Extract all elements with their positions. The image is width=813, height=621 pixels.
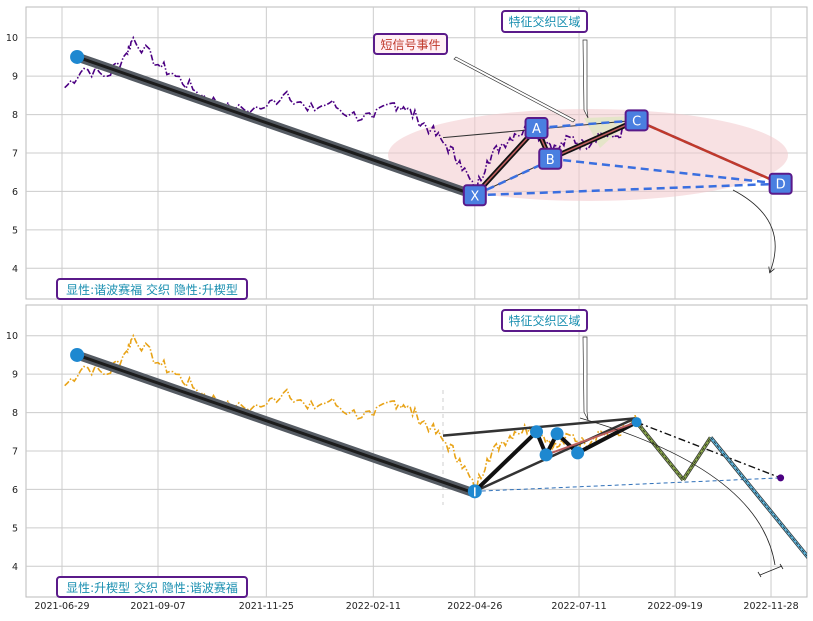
- y-tick-label: 9: [12, 370, 18, 381]
- top-panel: 4 5 6 7 8 9 10 X A B C D 短信号事件 特征交织区域 显性:谐波赛福 交织 隐…: [6, 6, 808, 300]
- x-tick-label: 2022-09-19: [647, 601, 702, 612]
- y-tick-label: 4: [12, 562, 18, 573]
- bottom-target-bracket: [757, 563, 784, 578]
- y-tick-label: 6: [12, 187, 18, 198]
- harmonic-solid-leg-highlight: [549, 119, 637, 160]
- feature-zone-pointer-top: [582, 39, 589, 119]
- harmonic-point-labels: X A B C D: [462, 109, 793, 207]
- y-tick-label: 5: [12, 523, 18, 534]
- bottom-panel-label: 显性:升楔型 交织 隐性:谐波赛福: [56, 576, 248, 598]
- x-tick-labels: 2021-06-29 2021-09-07 2021-11-25 2022-02-11…: [34, 601, 798, 612]
- top-panel-label: 显性:谐波赛福 交织 隐性:升楔型: [56, 278, 248, 300]
- harmonic-dashed-leg: [536, 119, 637, 130]
- harmonic-cd-leg: [636, 119, 782, 185]
- harmonic-point-label: D: [776, 178, 786, 193]
- wedge-zigzag-leg: [472, 429, 539, 494]
- x-tick-label: 2022-07-11: [551, 601, 606, 612]
- harmonic-point-box: [524, 117, 549, 140]
- harmonic-point-label: X: [470, 189, 479, 204]
- wedge-marker: [571, 446, 585, 460]
- harmonic-point-box: [538, 147, 563, 170]
- wedge-marker: [631, 417, 642, 428]
- bottom-grid: [26, 305, 807, 597]
- harmonic-point-label: C: [632, 114, 641, 129]
- short-signal-callout: 短信号事件: [373, 33, 448, 55]
- y-tick-label: 5: [12, 225, 18, 236]
- bottom-arc: [579, 417, 776, 566]
- bottom-panel-label-text: 显性:升楔型 交织 隐性:谐波赛福: [66, 580, 238, 595]
- x-tick-label: 2021-11-25: [239, 601, 294, 612]
- y-tick-label: 6: [12, 485, 18, 496]
- top-panel-label-box: [56, 278, 248, 300]
- y-tick-label: 8: [12, 110, 18, 121]
- feature-zone-box-top: [501, 10, 588, 33]
- wedge-marker: [539, 448, 553, 462]
- harmonic-solid-leg-highlight: [474, 127, 538, 196]
- top-start-marker: [70, 49, 85, 64]
- projection-lines: [635, 420, 807, 560]
- feature-zone-callout-bottom: 特征交织区域: [501, 309, 588, 332]
- harmonic-point-label: A: [532, 122, 541, 137]
- top-panel-label-text: 显性:谐波赛福 交织 隐性:升楔型: [66, 282, 238, 297]
- x-tick-label: 2022-02-11: [346, 601, 401, 612]
- wedge-markers: [467, 417, 642, 499]
- harmonic-point-box: [768, 172, 793, 195]
- y-tick-label: 9: [12, 72, 18, 83]
- feature-zone-label-top: 特征交织区域: [508, 14, 580, 29]
- x-tick-label: 2021-09-07: [130, 601, 185, 612]
- feature-zone-callout-top: 特征交织区域: [501, 10, 588, 33]
- feature-zone-pointer-bottom: [582, 336, 589, 421]
- wedge-red-leg: [545, 421, 637, 456]
- top-price-series: [64, 35, 638, 193]
- y-tick-label: 4: [12, 264, 18, 275]
- feature-zone-box-bottom: [501, 309, 588, 332]
- y-tick-label: 7: [12, 149, 18, 160]
- top-y-tick-labels: 4 5 6 7 8 9 10: [6, 33, 18, 275]
- x-tick-label: 2022-04-26: [447, 601, 502, 612]
- harmonic-point-label: B: [546, 153, 555, 168]
- projection-arrow: [732, 189, 776, 272]
- y-tick-label: 8: [12, 408, 18, 419]
- wedge-zigzag-leg: [575, 420, 639, 455]
- bottom-start-marker: [70, 347, 85, 362]
- bottom-price-series: [64, 333, 638, 491]
- bottom-end-point: [777, 474, 785, 482]
- x-tick-label: 2022-11-28: [743, 601, 798, 612]
- harmonic-point-box: [462, 184, 487, 207]
- short-signal-pointer: [453, 56, 576, 123]
- projection-leg-dots: [636, 421, 684, 481]
- y-tick-label: 10: [6, 33, 18, 44]
- y-tick-label: 10: [6, 331, 18, 342]
- top-pattern-line-core: [75, 55, 477, 197]
- wedge-marker: [530, 425, 544, 439]
- projection-leg: [709, 436, 807, 558]
- wedge-dashed-line: [474, 477, 781, 492]
- bottom-panel: 4 5 6 7 8 9 10 特征交织区域 显性:升楔型 交织 隐性:谐波赛福: [6, 304, 808, 598]
- feature-zone-label-bottom: 特征交织区域: [508, 313, 580, 328]
- x-tick-label: 2021-06-29: [34, 601, 89, 612]
- bottom-y-tick-labels: 4 5 6 7 8 9 10: [6, 331, 18, 573]
- wedge-dashdot-line: [636, 421, 781, 479]
- short-signal-box: [373, 33, 448, 55]
- top-grid: [26, 7, 807, 299]
- wedge-lower-line: [474, 417, 636, 493]
- projection-leg-dots: [682, 437, 712, 481]
- short-signal-label: 短信号事件: [380, 38, 440, 52]
- wedge-marker: [550, 427, 564, 441]
- harmonic-point-box: [624, 109, 649, 132]
- y-tick-label: 7: [12, 447, 18, 458]
- bottom-panel-label-box: [56, 576, 248, 598]
- bottom-pattern-line-core: [75, 353, 477, 495]
